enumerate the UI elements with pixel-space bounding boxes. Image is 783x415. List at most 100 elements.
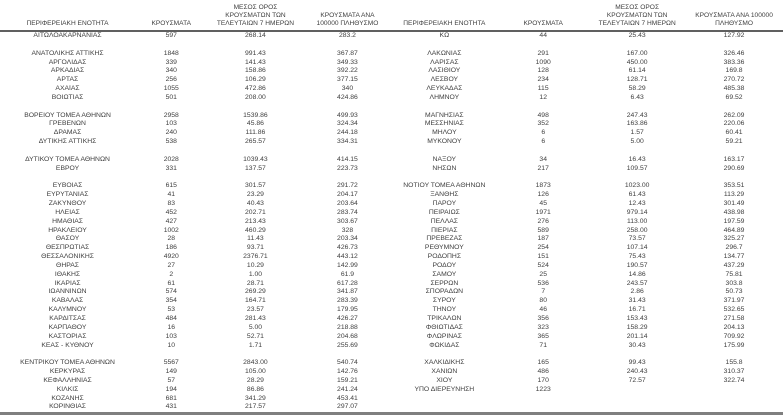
- separator-cell: [392, 350, 783, 359]
- table-row: ΚΕΑΣ - ΚΥΘΝΟΥ 10 1.71 255.69: [0, 342, 392, 351]
- avg-7day-cell: 268.14: [245, 32, 266, 39]
- cases-cell: 240: [165, 129, 177, 137]
- table-row: ΛΑΡΙΣΑΣ 1090 450.00 383.36: [392, 59, 783, 68]
- cases-cell: 165: [537, 359, 549, 367]
- region-cell: ΠΙΕΡΙΑΣ: [431, 226, 458, 234]
- avg-7day-cell: 23.29: [246, 191, 264, 199]
- cases-cell: 126: [537, 191, 549, 199]
- cases-cell: 1002: [163, 226, 179, 234]
- cases-cell: 187: [537, 235, 549, 243]
- table-row: ΚΟΡΙΝΘΙΑΣ 431 217.57 297.07: [0, 403, 392, 412]
- avg-7day-cell: 2376.71: [243, 253, 268, 261]
- avg-7day-cell: 472.86: [245, 85, 266, 93]
- cases-cell: 71: [539, 341, 547, 349]
- per-100k-cell: 324.34: [337, 120, 358, 128]
- separator-row: [392, 41, 783, 50]
- table-row: ΝΗΣΩΝ 217 109.57 290.69: [392, 165, 783, 174]
- region-cell: ΝΑΞΟΥ: [432, 155, 457, 163]
- avg-7day-cell: 23.57: [246, 306, 264, 314]
- region-cell: ΒΟΙΩΤΙΑΣ: [51, 93, 84, 101]
- region-cell: ΑΡΤΑΣ: [56, 76, 79, 84]
- table-body-right: ΚΩ 44 25.43 127.92 ΛΑΚΩΝΙΑΣ 291 167.00 326.46 ΛΑ…: [392, 31, 783, 395]
- cases-cell: 6: [541, 138, 546, 146]
- per-100k-cell: 175.99: [723, 341, 745, 349]
- per-100k-cell: 169.8: [725, 67, 743, 75]
- avg-7day-cell: 158.29: [626, 323, 648, 331]
- cases-cell: 574: [165, 288, 177, 296]
- table-row: ΑΡΚΑΔΙΑΣ 340 158.86 392.22: [0, 67, 392, 76]
- cases-cell: 7: [541, 288, 546, 296]
- per-100k-cell: 50.73: [725, 288, 743, 296]
- separator-cell: [392, 41, 783, 50]
- per-100k-cell: 424.86: [337, 93, 358, 101]
- per-100k-cell: 142.99: [337, 261, 358, 269]
- per-100k-cell: 426.73: [337, 244, 358, 252]
- separator-cell: [392, 103, 783, 112]
- per-100k-cell: [685, 386, 783, 395]
- table-row: ΦΘΙΩΤΙΔΑΣ 323 158.29 204.13: [392, 324, 783, 333]
- region-cell: ΛΕΥΚΑΔΑΣ: [426, 85, 463, 93]
- cases-cell: 484: [165, 315, 177, 322]
- per-100k-cell: 325.27: [723, 235, 745, 243]
- per-100k-cell: 334.31: [337, 138, 358, 146]
- per-100k-cell: 532.65: [723, 306, 745, 314]
- table-row: ΚΕΡΚΥΡΑΣ 149 105.00 142.76: [0, 368, 392, 377]
- per-100k-cell: 255.69: [337, 341, 358, 349]
- region-cell: ΚΕΦΑΛΛΗΝΙΑΣ: [43, 376, 92, 384]
- per-100k-cell: 223.73: [337, 164, 358, 172]
- avg-7day-cell: 5.00: [248, 323, 263, 331]
- avg-7day-cell: 113.00: [627, 217, 648, 225]
- cases-cell: 536: [537, 279, 549, 287]
- avg-7day-cell: 341.29: [245, 394, 266, 402]
- avg-7day-cell: 72.57: [628, 376, 646, 384]
- avg-7day-cell: 213.43: [245, 217, 266, 225]
- separator-row: [392, 174, 783, 183]
- per-100k-cell: 349.33: [337, 58, 358, 66]
- cases-cell: 1055: [163, 85, 179, 93]
- cases-cell: 501: [165, 93, 177, 101]
- per-100k-cell: 328: [341, 226, 354, 234]
- region-cell: ΖΑΚΥΝΘΟΥ: [48, 200, 87, 208]
- region-cell: ΘΑΣΟΥ: [55, 235, 80, 243]
- region-cell: ΣΑΜΟΥ: [432, 270, 457, 278]
- cases-cell: 28: [167, 235, 176, 243]
- cases-cell: 217: [537, 164, 549, 172]
- region-cell: ΚΑΒΑΛΑΣ: [51, 297, 84, 305]
- avg-7day-cell: 109.57: [626, 164, 648, 172]
- region-cell: ΣΠΟΡΑΔΩΝ: [425, 288, 464, 296]
- region-cell: ΛΑΡΙΣΑΣ: [430, 58, 459, 66]
- separator-row: [392, 103, 783, 112]
- region-cell: ΗΛΕΙΑΣ: [55, 208, 80, 216]
- avg-7day-cell: 25.43: [628, 32, 646, 39]
- per-100k-cell: 113.29: [723, 191, 745, 199]
- separator-cell: [0, 350, 392, 359]
- table-row: ΦΩΚΙΔΑΣ 71 30.43 175.99: [392, 342, 783, 351]
- cases-cell: 254: [537, 244, 549, 252]
- avg-7day-cell: 163.86: [626, 120, 648, 128]
- per-100k-cell: 443.12: [337, 253, 358, 261]
- table-row: ΚΑΛΥΜΝΟΥ 53 23.57 179.95: [0, 306, 392, 315]
- separator-row: [392, 350, 783, 359]
- cases-cell: 234: [537, 76, 549, 84]
- region-cell: ΔΥΤΙΚΗΣ ΑΤΤΙΚΗΣ: [38, 138, 97, 146]
- table-row: ΛΕΥΚΑΔΑΣ 115 58.29 485.38: [392, 85, 783, 94]
- table-row: ΡΟΔΟΥ 524 190.57 437.29: [392, 262, 783, 271]
- cases-cell: 25: [539, 270, 547, 278]
- per-100k-cell: 283.2: [338, 32, 356, 39]
- avg-7day-cell: 202.71: [245, 208, 266, 216]
- per-100k-cell: 218.88: [337, 323, 358, 331]
- header-row: ΠΕΡΙΦΕΡΕΙΑΚΗ ΕΝΟΤΗΤΑ ΚΡΟΥΣΜΑΤΑ ΜΕΣΟΣ ΟΡΟ…: [0, 0, 392, 32]
- table-row: ΒΟΡΕΙΟΥ ΤΟΜΕΑ ΑΘΗΝΩΝ 2958 1539.86 499.93: [0, 112, 392, 121]
- avg-7day-cell: 10.29: [246, 261, 264, 269]
- table-row: ΑΙΤΩΛΟΑΚΑΡΝΑΝΙΑΣ 597 268.14 283.2: [0, 31, 392, 41]
- region-cell: ΧΑΛΚΙΔΙΚΗΣ: [424, 359, 465, 367]
- avg-7day-cell: 301.57: [245, 182, 266, 190]
- table-row: ΖΑΚΥΝΘΟΥ 83 40.43 203.64: [0, 200, 392, 209]
- region-cell: ΠΕΛΛΑΣ: [430, 217, 458, 225]
- cases-cell: 1090: [535, 58, 551, 66]
- region-cell: ΦΛΩΡΙΝΑΣ: [426, 332, 462, 340]
- region-cell: ΚΑΛΥΜΝΟΥ: [48, 306, 87, 314]
- cases-cell: 1848: [163, 49, 179, 57]
- table-row: ΛΑΣΙΘΙΟΥ 128 61.14 169.8: [392, 67, 783, 76]
